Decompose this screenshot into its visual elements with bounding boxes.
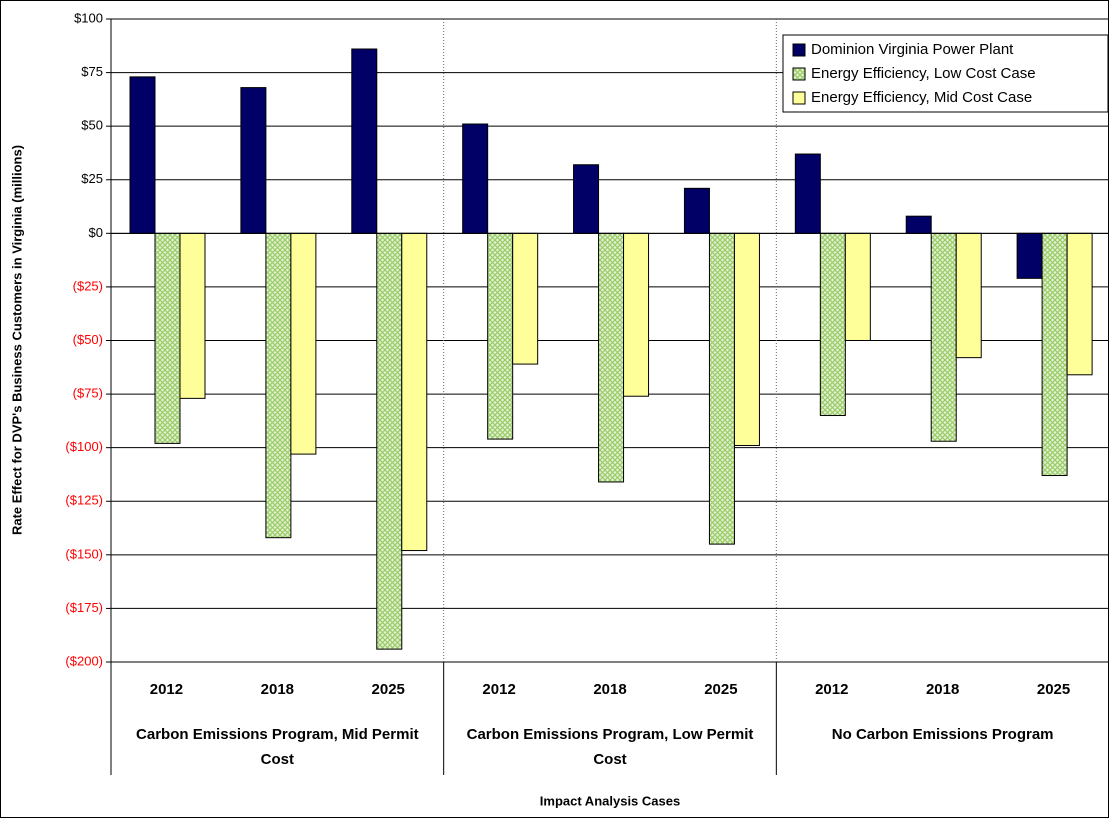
bar xyxy=(683,187,710,234)
bar xyxy=(240,87,267,234)
y-tick-label: $25 xyxy=(81,171,103,186)
y-tick-label: ($25) xyxy=(73,278,103,293)
bar xyxy=(844,232,871,341)
bar xyxy=(1066,232,1093,376)
bar xyxy=(290,232,317,455)
y-tick-label: $100 xyxy=(74,10,103,25)
x-tick-label: 2012 xyxy=(482,681,515,698)
bar xyxy=(819,232,846,417)
bar xyxy=(573,164,600,234)
bar xyxy=(930,232,957,442)
y-tick-label: $75 xyxy=(81,64,103,79)
bar xyxy=(265,232,292,539)
bar xyxy=(129,76,156,234)
bar xyxy=(1041,232,1068,477)
legend-swatch xyxy=(792,43,806,57)
y-tick-label: ($100) xyxy=(65,439,103,454)
legend-box xyxy=(782,34,1109,113)
x-tick-label: 2012 xyxy=(815,681,848,698)
y-tick-label: ($175) xyxy=(65,600,103,615)
bar xyxy=(512,232,539,365)
x-tick-label: 2018 xyxy=(593,681,626,698)
x-tick-label: 2025 xyxy=(1037,681,1070,698)
bar xyxy=(179,232,206,399)
x-tick-label: 2025 xyxy=(372,681,405,698)
y-tick-label: ($200) xyxy=(65,653,103,668)
legend-swatch xyxy=(792,91,806,105)
bar xyxy=(1016,232,1043,279)
x-tick-label: 2012 xyxy=(150,681,183,698)
bar xyxy=(376,232,403,650)
bar xyxy=(905,215,932,234)
legend-label: Energy Efficiency, Low Cost Case xyxy=(811,65,1036,82)
group-label: Carbon Emissions Program, Mid Permit Cos… xyxy=(136,726,419,768)
bar xyxy=(154,232,181,444)
group-label: No Carbon Emissions Program xyxy=(831,726,1054,743)
legend-label: Dominion Virginia Power Plant xyxy=(811,41,1014,58)
bar xyxy=(401,232,428,552)
y-tick-label: ($50) xyxy=(73,332,103,347)
bar xyxy=(462,123,489,234)
bar xyxy=(623,232,650,397)
group-label: Carbon Emissions Program, Low Permit Cos… xyxy=(466,726,754,768)
x-tick-label: 2018 xyxy=(261,681,294,698)
y-tick-label: $50 xyxy=(81,118,103,133)
y-tick-label: ($75) xyxy=(73,386,103,401)
bar xyxy=(955,232,982,359)
x-tick-label: 2018 xyxy=(926,681,959,698)
y-tick-label: ($150) xyxy=(65,546,103,561)
bar xyxy=(487,232,514,440)
y-axis-title: Rate Effect for DVP's Business Customers… xyxy=(9,145,24,535)
legend-label: Energy Efficiency, Mid Cost Case xyxy=(811,89,1032,106)
y-tick-label: $0 xyxy=(89,225,103,240)
x-axis-title: Impact Analysis Cases xyxy=(540,793,680,808)
x-tick-label: 2025 xyxy=(704,681,737,698)
bar xyxy=(794,153,821,234)
bar xyxy=(708,232,735,545)
bar xyxy=(351,48,378,234)
y-tick-label: ($125) xyxy=(65,493,103,508)
bar xyxy=(598,232,625,483)
bar xyxy=(733,232,760,447)
legend-swatch xyxy=(792,67,806,81)
